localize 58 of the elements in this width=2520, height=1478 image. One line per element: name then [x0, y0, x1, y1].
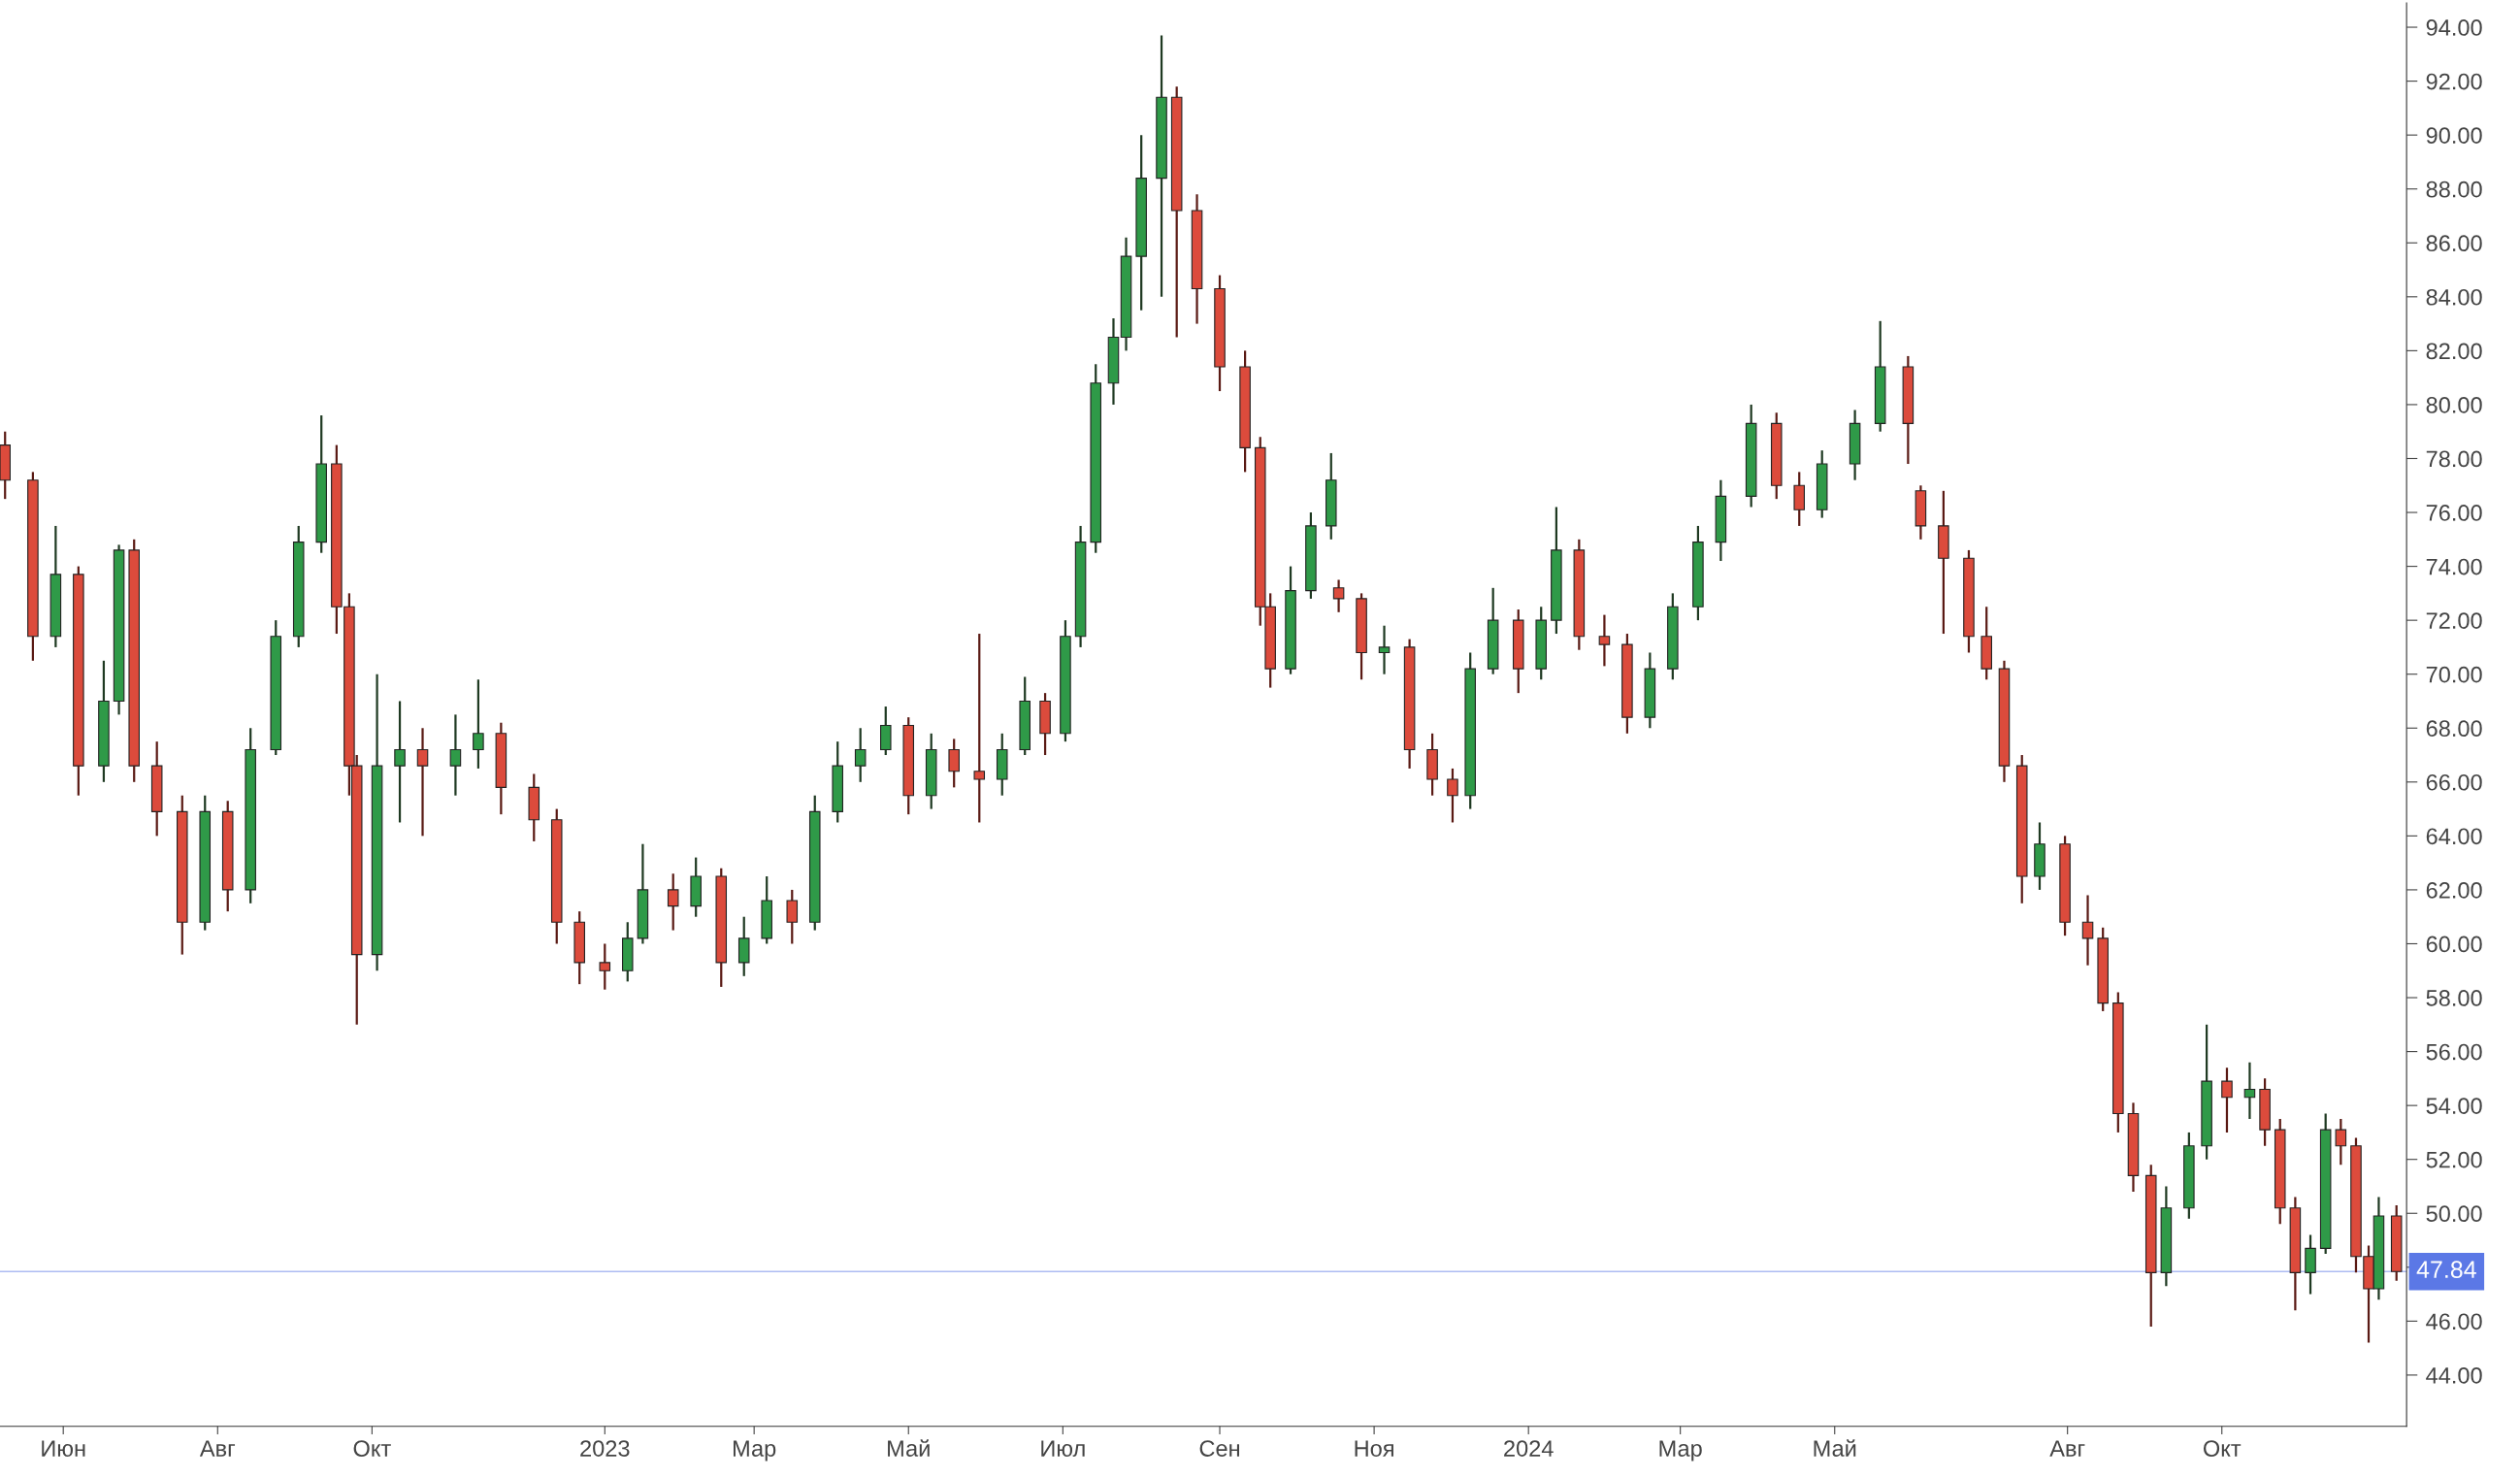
y-tick-label: 54.00: [2426, 1098, 2482, 1114]
x-tick-label: Май: [888, 1439, 930, 1457]
candlestick: [786, 888, 799, 945]
y-tick-label: 80.00: [2426, 397, 2482, 413]
candlestick: [416, 727, 429, 838]
candlestick: [2243, 1061, 2256, 1121]
candlestick: [2221, 1067, 2233, 1134]
y-tick-label: 68.00: [2426, 720, 2482, 738]
candlestick: [973, 632, 986, 824]
candlestick: [2335, 1117, 2347, 1166]
y-tick-label: 56.00: [2426, 1043, 2482, 1061]
y-tick-label: 62.00: [2426, 881, 2482, 899]
candlestick: [1447, 767, 1458, 824]
y-tick-label: 82.00: [2426, 343, 2482, 360]
x-tick-label: Мар: [1659, 1440, 1702, 1462]
y-tick-label: 76.00: [2426, 505, 2482, 521]
x-tick-label: Май: [1814, 1439, 1856, 1457]
x-tick-label: Авг: [2049, 1440, 2085, 1457]
y-tick-label: 46.00: [2426, 1313, 2482, 1330]
y-tick-label: 88.00: [2426, 181, 2482, 198]
y-tick-label: 92.00: [2426, 73, 2482, 90]
candlestick: [394, 700, 406, 824]
candlestick: [2081, 894, 2094, 967]
y-tick-label: 78.00: [2426, 450, 2482, 468]
candlestick: [1378, 624, 1391, 675]
x-tick-label: Окт: [353, 1440, 391, 1457]
y-tick-label: 60.00: [2426, 936, 2482, 953]
candlestick: [854, 727, 867, 783]
candlestick: [1332, 578, 1345, 613]
y-tick-label: 70.00: [2426, 666, 2482, 683]
x-tick-label: Авг: [199, 1440, 236, 1457]
y-tick-label: 50.00: [2426, 1205, 2482, 1223]
x-tick-label: 2024: [1504, 1440, 1554, 1457]
x-tick-label: Ноя: [1355, 1440, 1393, 1457]
x-tick-label: 2023: [580, 1440, 630, 1457]
y-tick-label: 58.00: [2426, 990, 2482, 1006]
y-tick-label: 66.00: [2426, 773, 2482, 791]
y-tick-label: 44.00: [2426, 1366, 2482, 1384]
x-tick-label: Июн: [42, 1440, 85, 1457]
candlestick: [449, 713, 462, 797]
x-tick-label: Мар: [734, 1440, 776, 1462]
y-tick-label: 90.00: [2426, 127, 2482, 144]
x-tick-label: Сен: [1199, 1440, 1239, 1457]
candlestick: [948, 738, 960, 789]
y-tick-label: 74.00: [2426, 558, 2482, 575]
candlestick: [1598, 613, 1611, 668]
ref-line-label: 47.84: [2416, 1261, 2476, 1278]
candlestick: [667, 872, 679, 932]
candlestick: [473, 678, 484, 771]
x-tick-label: Июл: [1041, 1440, 1085, 1457]
y-tick-label: 72.00: [2426, 612, 2482, 629]
y-tick-label: 64.00: [2426, 828, 2482, 845]
candlestick: [599, 942, 611, 991]
y-tick-label: 86.00: [2426, 235, 2482, 252]
y-tick-label: 94.00: [2426, 19, 2482, 36]
y-tick-label: 84.00: [2426, 288, 2482, 306]
y-tick-label: 52.00: [2426, 1151, 2482, 1168]
x-tick-label: Окт: [2203, 1440, 2242, 1457]
